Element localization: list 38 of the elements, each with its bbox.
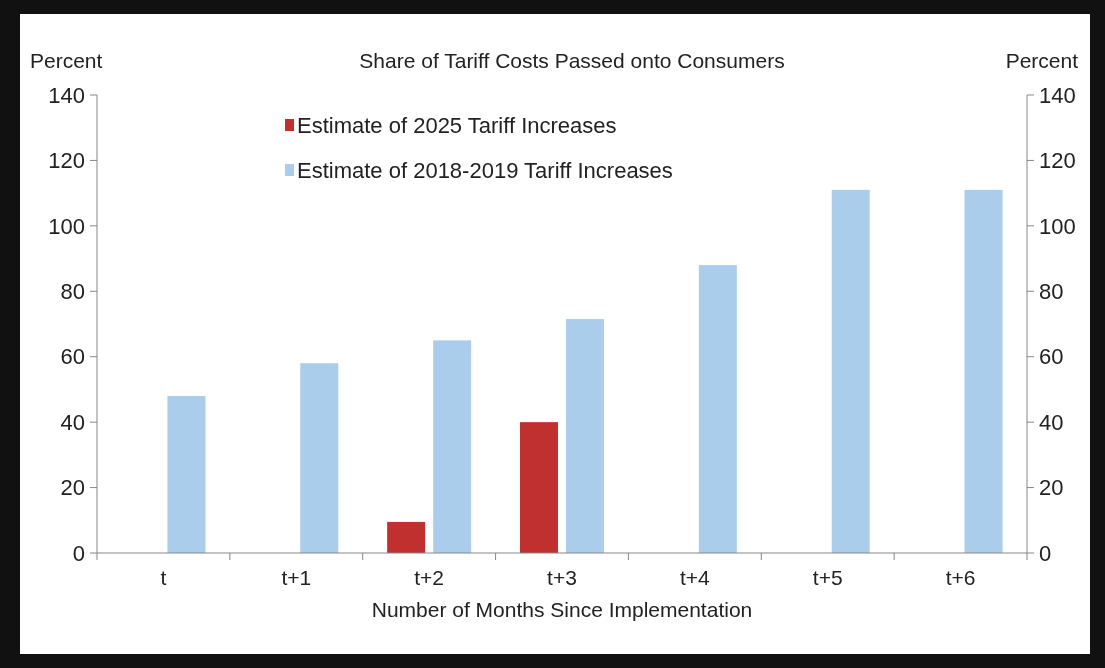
x-tick-label: t [160, 566, 167, 589]
y2-tick-label: 40 [1039, 409, 1064, 435]
legend-label: Estimate of 2025 Tariff Increases [297, 112, 617, 138]
y-tick-label: 120 [48, 148, 85, 174]
y2-tick-label: 20 [1039, 475, 1064, 501]
bar [387, 521, 426, 553]
y-tick-label: 100 [48, 213, 85, 239]
y2-axis-title: Percent [1005, 49, 1079, 72]
x-tick-label: t+1 [281, 566, 312, 589]
x-axis-title: Number of Months Since Implementation [371, 598, 753, 621]
bar [566, 319, 604, 553]
y-tick-label: 60 [60, 344, 85, 370]
x-tick-label: t+4 [679, 566, 711, 589]
y2-tick-label: 100 [1039, 213, 1076, 239]
bar [433, 340, 472, 553]
y2-tick-label: 140 [1039, 82, 1076, 108]
chart-title: Share of Tariff Costs Passed onto Consumers [359, 49, 785, 72]
x-tick-label: t+5 [812, 566, 843, 589]
x-tick-label: t+3 [547, 566, 577, 589]
legend-label: Estimate of 2018-2019 Tariff Increases [297, 157, 673, 183]
y-tick-label: 40 [60, 409, 85, 435]
y2-tick-label: 60 [1039, 344, 1064, 370]
bar [831, 189, 870, 553]
y-tick-label: 80 [60, 278, 85, 304]
bar [167, 395, 206, 553]
y2-tick-label: 80 [1039, 278, 1064, 304]
bar [698, 265, 737, 553]
y-axis-title: Percent [30, 49, 103, 72]
y2-tick-label: 0 [1039, 540, 1052, 566]
bar [520, 422, 558, 553]
bar [300, 363, 339, 553]
x-tick-label: t+2 [414, 566, 445, 589]
y2-tick-label: 120 [1039, 148, 1076, 174]
y-tick-label: 20 [60, 475, 85, 501]
bar [964, 189, 1003, 553]
y-tick-label: 140 [48, 82, 85, 108]
y-tick-label: 0 [72, 540, 85, 566]
x-tick-label: t+6 [945, 566, 976, 589]
